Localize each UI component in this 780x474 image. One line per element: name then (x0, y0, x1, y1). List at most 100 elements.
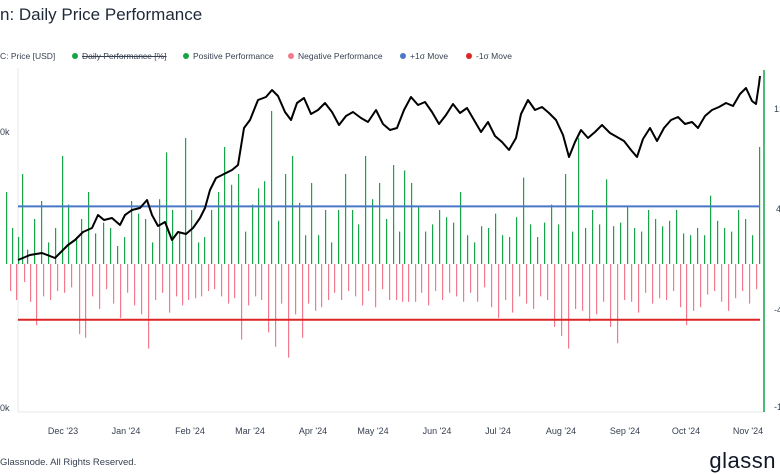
negative-bar (389, 264, 391, 300)
left-tick-label: 0k (0, 127, 10, 137)
legend-label-negative: Negative Performance (298, 51, 383, 61)
legend-item-plus-sigma[interactable]: +1σ Move (400, 51, 448, 61)
positive-bar (676, 210, 678, 264)
negative-bar (382, 264, 384, 290)
negative-bar (554, 264, 556, 327)
negative-bar (617, 264, 619, 344)
legend-item-positive[interactable]: Positive Performance (183, 51, 274, 61)
positive-bar (231, 184, 233, 264)
positive-bar (606, 179, 608, 264)
positive-bar (648, 210, 650, 264)
right-axis: 1: 4 -4 -1 (774, 104, 780, 412)
negative-bar (756, 264, 758, 290)
positive-bar (95, 233, 97, 264)
negative-bar (334, 264, 336, 293)
positive-bar (372, 199, 374, 264)
negative-bar (315, 264, 317, 311)
positive-bar (393, 165, 395, 264)
positive-bar (523, 177, 525, 264)
positive-bar (103, 222, 105, 264)
positive-bar (634, 228, 636, 264)
positive-bar (439, 210, 441, 264)
negative-bar (589, 264, 591, 322)
negative-bar (519, 264, 521, 297)
x-tick-label: Apr '24 (299, 426, 327, 436)
negative-bar (526, 264, 528, 304)
positive-bar (338, 210, 340, 264)
negative-bar (484, 264, 486, 288)
negative-bar (99, 264, 101, 309)
negative-bar (208, 264, 210, 291)
positive-bar (88, 192, 90, 264)
x-tick-label: Jun '24 (423, 426, 452, 436)
copyright-text: Glassnode. All Rights Reserved. (0, 457, 137, 468)
positive-bar (697, 228, 699, 264)
negative-bar (162, 264, 164, 293)
positive-bar (495, 213, 497, 264)
negative-bar (182, 264, 184, 306)
positive-bar (352, 210, 354, 264)
legend-item-minus-sigma[interactable]: -1σ Move (466, 51, 512, 61)
positive-bar (745, 219, 747, 264)
legend-label-minus-sigma: -1σ Move (476, 51, 512, 61)
negative-bar (169, 264, 171, 313)
negative-bar (540, 264, 542, 297)
right-tick-label: 4 (776, 204, 780, 214)
positive-bar (81, 219, 83, 264)
negative-bar (728, 264, 730, 311)
negative-bar (673, 264, 675, 291)
x-tick-label: May '24 (357, 426, 388, 436)
negative-bar (362, 264, 364, 306)
x-tick-label: Mar '24 (235, 426, 265, 436)
positive-bar (669, 220, 671, 264)
x-tick-label: Feb '24 (175, 426, 205, 436)
positive-bar (159, 199, 161, 264)
negative-bar (498, 264, 500, 318)
positive-bar (331, 242, 333, 264)
positive-bar (211, 210, 213, 264)
negative-bar (575, 264, 577, 309)
negative-bar (368, 264, 370, 291)
negative-bar (127, 264, 129, 293)
negative-bar (596, 264, 598, 315)
positive-bar (311, 183, 313, 264)
negative-bar (463, 264, 465, 302)
positive-bar (481, 226, 483, 264)
negative-bar (255, 264, 257, 297)
negative-bar (442, 264, 444, 300)
legend-item-daily[interactable]: Daily Performance [%] (72, 51, 167, 61)
negative-bar (735, 264, 737, 299)
positive-bar (460, 192, 462, 264)
negative-bar (603, 264, 605, 302)
positive-bar (292, 156, 294, 264)
negative-bar (355, 264, 357, 297)
positive-bar (278, 220, 280, 264)
positive-bar (285, 174, 287, 264)
negative-bar (234, 264, 236, 299)
negative-bar (435, 264, 437, 291)
legend-label-daily: Daily Performance [%] (82, 51, 167, 61)
legend-item-price[interactable]: C: Price [USD] (0, 51, 55, 61)
positive-bar (724, 228, 726, 264)
legend-item-negative[interactable]: Negative Performance (288, 51, 383, 61)
right-tick-label: -4 (774, 305, 780, 315)
negative-bar (533, 264, 535, 309)
negative-bar (113, 264, 115, 304)
negative-bar (505, 264, 507, 300)
positive-bar (124, 237, 126, 264)
negative-bar (43, 264, 45, 297)
positive-bar (131, 201, 133, 264)
positive-bar (172, 210, 174, 264)
legend-label-positive: Positive Performance (193, 51, 274, 61)
positive-bar (22, 174, 24, 264)
positive-bar (386, 219, 388, 264)
negative-bar (693, 264, 695, 311)
positive-bar (305, 235, 307, 264)
positive-bar (345, 174, 347, 264)
positive-bar (425, 231, 427, 264)
positive-bar (245, 231, 247, 264)
negative-bar (57, 264, 59, 291)
positive-bar (641, 231, 643, 264)
positive-bar (530, 224, 532, 264)
positive-bar (446, 217, 448, 264)
